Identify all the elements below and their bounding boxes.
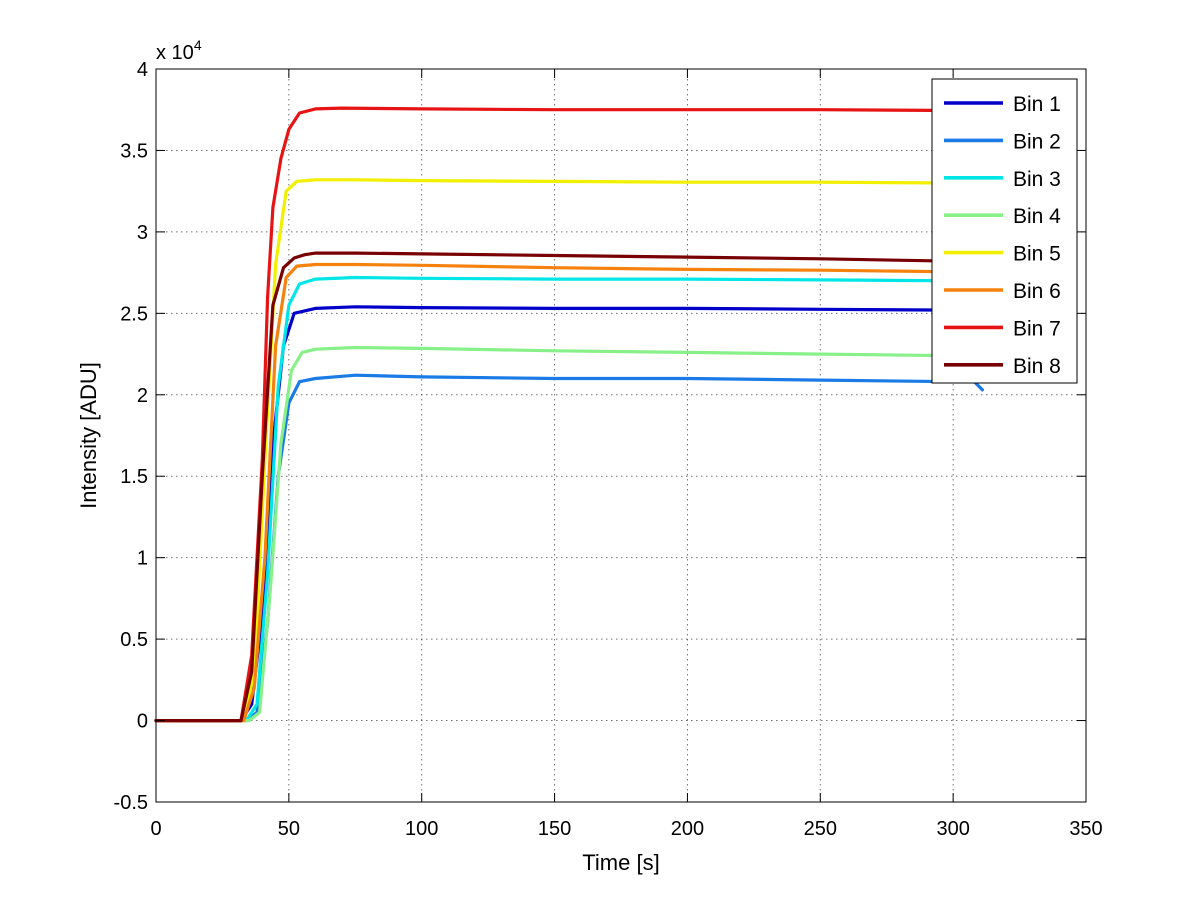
y-axis-label: Intensity [ADU] [76,362,101,509]
series-line-bin-6 [154,262,985,723]
x-tick-label: 350 [1069,818,1102,840]
x-tick-label: 300 [936,818,969,840]
x-tick-label: 0 [150,818,161,840]
y-tick-label: 3.5 [120,140,148,162]
axis-ticks [155,68,1087,803]
legend-box [931,78,1078,384]
y-tick-label: 1 [137,548,148,570]
x-tick-labels: 0 50 100 150 200 250 300 350 [150,818,1102,840]
series-lines [154,106,985,723]
series-line-bin-5 [154,178,985,723]
legend-label-bin-2: Bin 2 [1013,130,1061,153]
x-tick-label: 150 [538,818,571,840]
x-tick-label: 200 [671,818,704,840]
legend-label-bin-4: Bin 4 [1013,205,1061,228]
y-tick-label: 4 [137,59,148,81]
legend-label-bin-3: Bin 3 [1013,168,1061,191]
legend-label-bin-5: Bin 5 [1013,243,1061,266]
legend: Bin 1 Bin 2 Bin 3 Bin 4 Bin 5 Bin 6 Bin 7 Bin 8 [931,78,1078,384]
x-tick-label: 100 [405,818,438,840]
y-tick-label: 2 [137,385,148,407]
y-tick-label: 0.5 [120,629,148,651]
series-line-bin-8 [154,251,985,723]
y-tick-label: 1.5 [120,466,148,488]
series-line-bin-4 [154,345,985,723]
y-axis-exponent-base: x 10 [156,42,194,64]
grid [156,69,1086,802]
y-tick-label: 3 [137,222,148,244]
x-axis-label: Time [s] [582,850,659,875]
y-tick-label: -0.5 [114,792,148,814]
series-line-bin-3 [154,275,985,723]
y-tick-label: 0 [137,711,148,733]
legend-label-bin-7: Bin 7 [1013,317,1061,340]
plot-frame [155,68,1087,803]
x-tick-label: 50 [278,818,300,840]
y-tick-labels: -0.5 0 0.5 1 1.5 2 2.5 3 3.5 4 [114,59,148,814]
x-tick-label: 250 [804,818,837,840]
y-axis-exponent-power: 4 [194,37,202,53]
y-tick-label: 2.5 [120,303,148,325]
legend-label-bin-6: Bin 6 [1013,280,1061,303]
y-axis-exponent: x 104 [156,37,202,64]
legend-label-bin-1: Bin 1 [1013,93,1061,116]
legend-label-bin-8: Bin 8 [1013,355,1061,378]
